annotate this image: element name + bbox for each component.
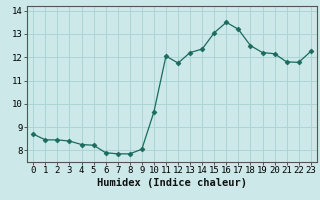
X-axis label: Humidex (Indice chaleur): Humidex (Indice chaleur) xyxy=(97,178,247,188)
